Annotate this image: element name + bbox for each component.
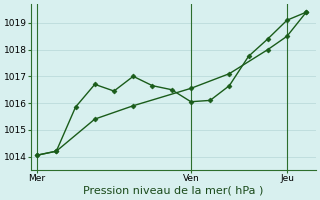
X-axis label: Pression niveau de la mer( hPa ): Pression niveau de la mer( hPa ) [84,186,264,196]
